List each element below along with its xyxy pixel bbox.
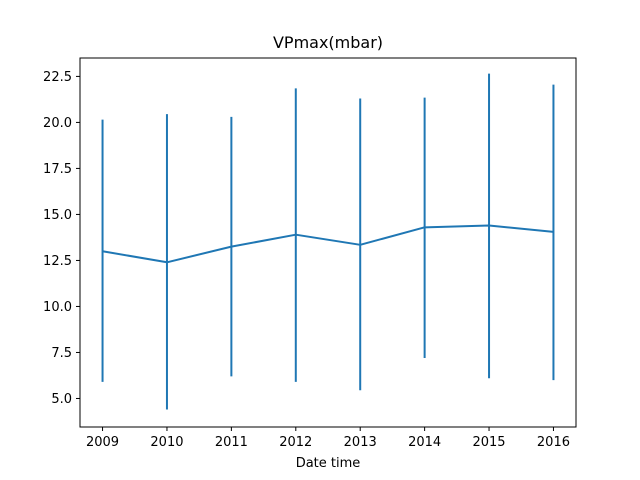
axes-frame <box>79 57 577 428</box>
y-tick-label: 20.0 <box>43 116 72 131</box>
series-line <box>102 224 554 264</box>
x-tick-label: 2011 <box>215 435 248 450</box>
y-tick-label: 22.5 <box>43 70 72 85</box>
x-tick-label: 2016 <box>537 435 570 450</box>
y-tick-label: 5.0 <box>51 392 72 407</box>
plot-area <box>101 73 555 410</box>
x-tick-label: 2012 <box>279 435 312 450</box>
x-tick-label: 2009 <box>86 435 119 450</box>
x-tick-label: 2015 <box>472 435 505 450</box>
y-axis: 5.0 7.5 10.0 12.5 15.0 17.5 20.0 22.5 <box>43 70 80 407</box>
y-tick-label: 10.0 <box>43 300 72 315</box>
y-tick-label: 15.0 <box>43 208 72 223</box>
x-axis-label: Date time <box>296 456 361 471</box>
y-tick-label: 7.5 <box>51 346 72 361</box>
y-tick-label: 17.5 <box>43 162 72 177</box>
x-tick-label: 2014 <box>408 435 441 450</box>
y-tick-label: 12.5 <box>43 254 72 269</box>
x-axis: 2009 2010 2011 2012 2013 2014 2015 2016 <box>86 427 570 450</box>
chart-title: VPmax(mbar) <box>273 33 383 52</box>
x-tick-label: 2013 <box>344 435 377 450</box>
x-tick-label: 2010 <box>150 435 183 450</box>
